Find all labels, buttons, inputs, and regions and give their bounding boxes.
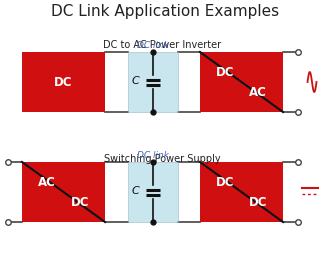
Text: DC: DC (71, 195, 89, 209)
Bar (22, 52, 105, 112)
Bar (128, 162, 178, 222)
Text: DC to AC Power Inverter: DC to AC Power Inverter (103, 40, 221, 50)
Text: C: C (131, 186, 139, 196)
Text: AC: AC (38, 176, 56, 188)
Bar (200, 52, 283, 112)
Text: Switching Power Supply: Switching Power Supply (104, 154, 221, 164)
Bar (200, 162, 283, 222)
Text: DC Link Application Examples: DC Link Application Examples (51, 4, 279, 19)
Bar (128, 52, 178, 112)
Bar (22, 162, 105, 222)
Text: DC: DC (249, 195, 267, 209)
Text: DC link: DC link (137, 41, 169, 50)
Text: C: C (131, 76, 139, 86)
Text: DC link: DC link (137, 151, 169, 160)
Text: DC: DC (216, 176, 234, 188)
Text: DC: DC (54, 75, 73, 89)
Text: AC: AC (249, 85, 267, 99)
Text: DC: DC (216, 66, 234, 79)
